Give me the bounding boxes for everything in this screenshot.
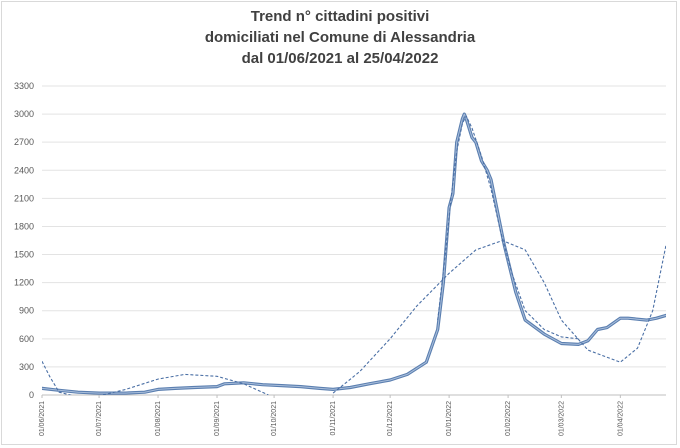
series-line-actual [42, 112, 666, 395]
y-tick-label: 1200 [14, 278, 34, 288]
x-tick-label: 01/01/2022 [446, 401, 453, 436]
chart-title: Trend n° cittadini positivi domiciliati … [0, 6, 680, 69]
gridlines [42, 85, 666, 396]
series-group [42, 112, 666, 395]
y-tick-label: 1800 [14, 221, 34, 231]
chart-title-line-1: Trend n° cittadini positivi [250, 8, 430, 25]
x-tick-label: 01/06/2021 [39, 401, 46, 436]
y-tick-label: 300 [19, 362, 34, 372]
y-tick-label: 1500 [14, 250, 34, 260]
y-tick-label: 3000 [14, 109, 34, 119]
series-line-actual-highlight [42, 113, 666, 394]
y-tick-label: 2700 [14, 137, 34, 147]
x-tick-label: 01/10/2021 [271, 401, 278, 436]
x-tick-label: 01/02/2022 [505, 401, 512, 436]
series-line-trend [332, 239, 666, 394]
series-0 [42, 112, 666, 395]
series-line-trend [42, 361, 269, 395]
x-tick-label: 01/08/2021 [155, 401, 162, 436]
x-tick-label: 01/09/2021 [214, 401, 221, 436]
series-line-trend [437, 115, 579, 340]
x-tick-label: 01/12/2021 [387, 401, 394, 436]
x-tick-label: 01/04/2022 [617, 401, 624, 436]
y-tick-label: 2400 [14, 165, 34, 175]
x-axis: 01/06/2021 01/07/2021 01/08/2021 01/09/2021… [39, 395, 624, 436]
y-axis: 0 300 600 900 1200 1500 1800 2100 2400 2700 3000 33… [14, 81, 34, 400]
series-3 [437, 115, 579, 340]
chart-title-line-2: domiciliati nel Comune di Alessandria [204, 29, 476, 46]
chart-title-line-3: dal 01/06/2021 al 25/04/2022 [241, 50, 439, 67]
series-1 [42, 361, 269, 395]
y-tick-label: 3300 [14, 81, 34, 91]
series-2 [332, 239, 666, 394]
x-tick-label: 01/03/2022 [558, 401, 565, 436]
x-tick-label: 01/11/2021 [330, 401, 337, 436]
x-tick-label: 01/07/2021 [96, 401, 103, 436]
y-tick-label: 2100 [14, 193, 34, 203]
y-tick-label: 900 [19, 306, 34, 316]
y-tick-label: 600 [19, 334, 34, 344]
y-tick-label: 0 [29, 390, 34, 400]
